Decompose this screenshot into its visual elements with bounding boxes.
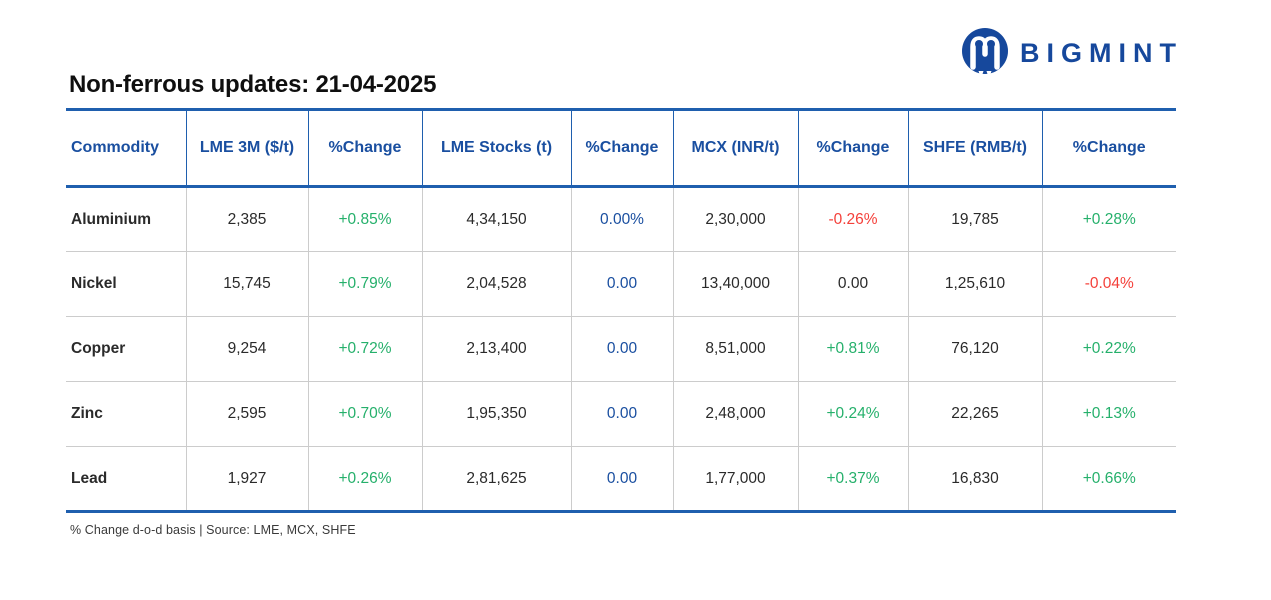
value-cell: 9,254 [185, 316, 308, 382]
header-row: Commodity LME 3M ($/t) %Change LME Stock… [66, 109, 1176, 188]
value-cell: 2,13,400 [421, 316, 571, 382]
value-cell: 13,40,000 [672, 251, 798, 317]
value-cell: 2,30,000 [672, 186, 798, 252]
value-cell: +0.81% [797, 316, 908, 382]
commodity-cell: Aluminium [71, 210, 152, 228]
table-body: Aluminium 2,385 +0.85% 4,34,150 0.00% 2,30,00… [66, 186, 1176, 512]
commodity-cell: Zinc [66, 381, 186, 447]
column-header-shfe: SHFE (RMB/t) [907, 109, 1042, 188]
value-cell: 2,04,528 [421, 251, 571, 317]
value-cell: 2,81,625 [421, 446, 571, 512]
value-cell: +0.85% [307, 186, 422, 252]
value-cell: -0.04% [1041, 251, 1176, 317]
value-cell: 2,595 [185, 381, 308, 447]
bigmint-logo-icon [962, 28, 1008, 79]
column-header-mcx-change: %Change [797, 109, 908, 188]
bigmint-logo: BIGMINT [960, 26, 1183, 80]
value-cell: +0.70% [307, 381, 422, 447]
column-header-lme-3m: LME 3M ($/t) [185, 109, 308, 188]
column-header-mcx: MCX (INR/t) [672, 109, 798, 188]
table-row: Nickel 15,745 +0.79% 2,04,528 0.00 13,40,000 0… [66, 251, 1176, 317]
value-cell: 4,34,150 [421, 186, 571, 252]
value-cell: 1,77,000 [672, 446, 798, 512]
value-cell: 0.00 [570, 446, 673, 512]
value-cell: 0.00 [570, 316, 673, 382]
column-header-commodity: Commodity [66, 109, 186, 188]
table-header: Commodity LME 3M ($/t) %Change LME Stock… [66, 109, 1176, 188]
value-cell: 1,95,350 [421, 381, 571, 447]
value-cell: 19,785 [907, 186, 1042, 252]
bigmint-logo-text: BIGMINT [1020, 37, 1183, 68]
value-cell: 2,385 [185, 186, 308, 252]
commodity-cell: Lead [66, 446, 186, 512]
commodity-cell: Copper [66, 316, 186, 382]
value-cell: +0.66% [1041, 446, 1176, 512]
commodity-cell: Nickel [66, 251, 186, 317]
value-cell: 0.00 [570, 251, 673, 317]
value-cell: +0.37% [797, 446, 908, 512]
value-cell: 15,745 [185, 251, 308, 317]
value-cell: +0.13% [1041, 381, 1176, 447]
price-table: Commodity LME 3M ($/t) %Change LME Stock… [66, 108, 1176, 513]
value-cell: 0.00 [570, 381, 673, 447]
value-cell: 1,927 [185, 446, 308, 512]
value-cell: 22,265 [907, 381, 1042, 447]
value-cell: +0.28% [1041, 186, 1176, 252]
value-cell: +0.24% [797, 381, 908, 447]
value-cell: 2,48,000 [672, 381, 798, 447]
table-row: Copper 9,254 +0.72% 2,13,400 0.00 8,51,000 +0.… [66, 316, 1176, 382]
page-title: Non-ferrous updates: 21-04-2025 [69, 71, 437, 98]
value-cell: 1,25,610 [907, 251, 1042, 317]
column-header-shfe-change: %Change [1041, 109, 1176, 188]
value-cell: 76,120 [907, 316, 1042, 382]
value-cell: 0.00% [570, 186, 673, 252]
footer-note: % Change d-o-d basis | Source: LME, MCX,… [70, 523, 356, 537]
value-cell: -0.26% [797, 186, 908, 252]
column-header-lme-stocks: LME Stocks (t) [421, 109, 571, 188]
value-cell: 16,830 [907, 446, 1042, 512]
value-cell: +0.22% [1041, 316, 1176, 382]
value-cell: 8,51,000 [672, 316, 798, 382]
value-cell: 0.00 [797, 251, 908, 317]
table-row: Zinc 2,595 +0.70% 1,95,350 0.00 2,48,000 +0.24… [66, 381, 1176, 447]
value-cell: +0.26% [307, 446, 422, 512]
table-row: Lead 1,927 +0.26% 2,81,625 0.00 1,77,000 +0.37… [66, 446, 1176, 512]
value-cell: +0.79% [307, 251, 422, 317]
column-header-lme-3m-change: %Change [307, 109, 422, 188]
column-header-lme-stocks-change: %Change [570, 109, 673, 188]
value-cell: +0.72% [307, 316, 422, 382]
table-row: Aluminium 2,385 +0.85% 4,34,150 0.00% 2,30,00… [66, 186, 1176, 252]
price-table-wrap: Commodity LME 3M ($/t) %Change LME Stock… [66, 108, 1176, 513]
